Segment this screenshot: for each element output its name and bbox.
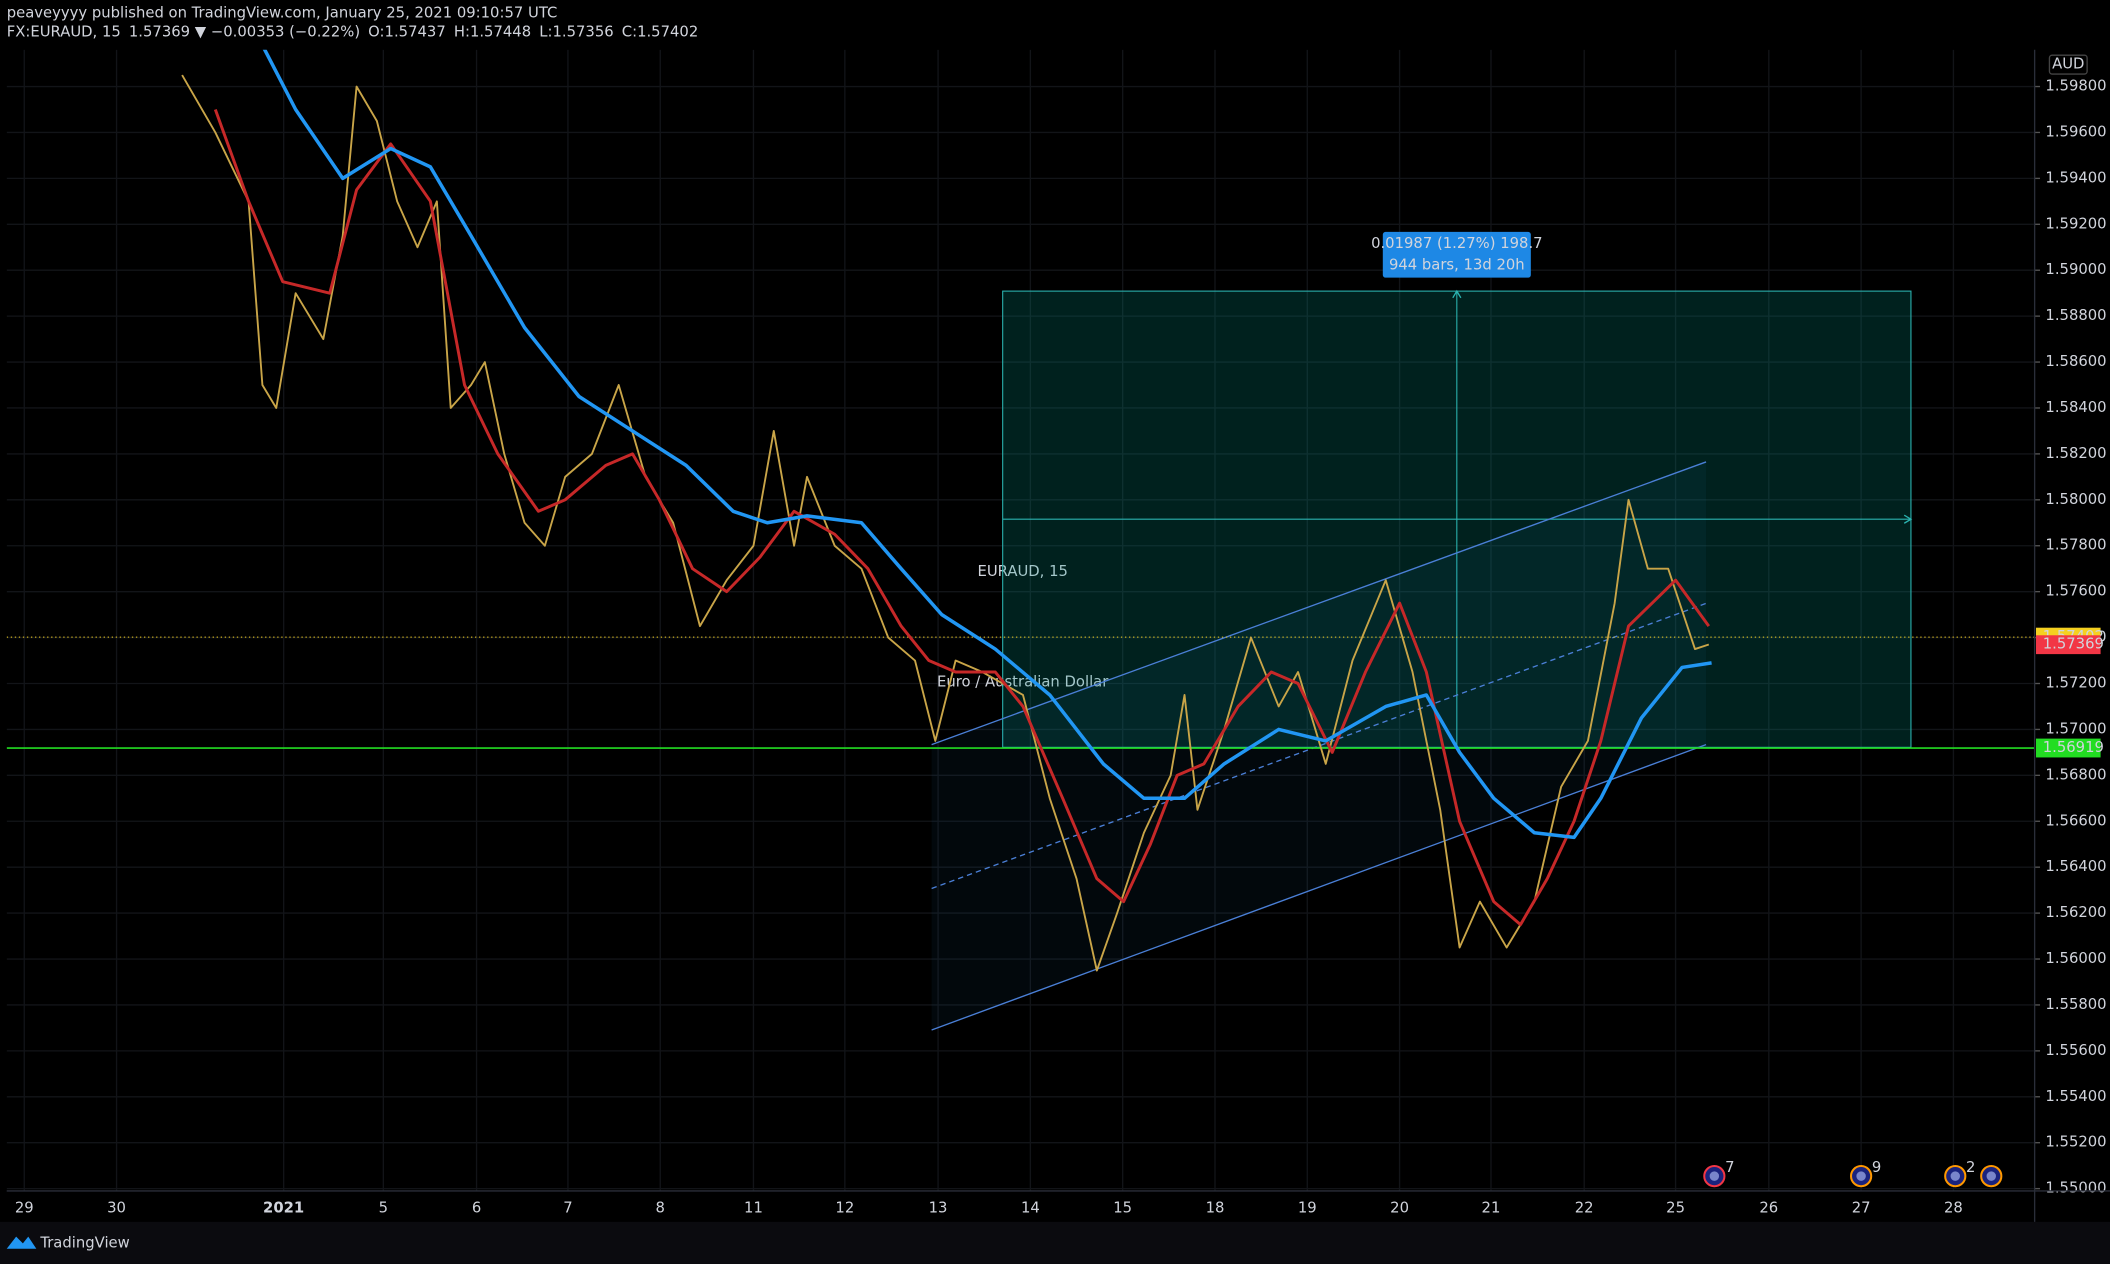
x-tick-label: 22: [1575, 1199, 1594, 1216]
x-tick-label: 8: [656, 1199, 665, 1216]
x-tick-label: 29: [15, 1199, 34, 1216]
channel-upper: [931, 461, 1707, 746]
event-dot: [1986, 1171, 1996, 1181]
y-tick-label: 1.58600: [2045, 353, 2106, 370]
ohlc-value: 1.57402: [637, 23, 698, 40]
event-count: 7: [1725, 1159, 1734, 1176]
measure-v-arrow: [1452, 289, 1462, 299]
ohlc-label: L:: [539, 23, 552, 40]
y-tick-label: 1.57600: [2045, 583, 2106, 600]
y-tick-label: 1.56800: [2045, 766, 2106, 783]
y-tick-label: 1.59000: [2045, 261, 2106, 278]
x-tick-label: 2021: [263, 1199, 304, 1216]
x-tick-label: 11: [744, 1199, 763, 1216]
currency-box: [2048, 54, 2088, 75]
y-tick-label: 1.56400: [2045, 858, 2106, 875]
y-tick-label: 1.58800: [2045, 307, 2106, 324]
x-tick-label: 20: [1390, 1199, 1409, 1216]
price-tag-label: 1.57369: [2043, 636, 2104, 653]
series-line: [262, 49, 1712, 840]
x-tick-label: 7: [563, 1199, 572, 1216]
y-tick-label: 1.55200: [2045, 1134, 2106, 1151]
x-tick-label: 19: [1298, 1199, 1317, 1216]
y-tick-label: 1.58000: [2045, 491, 2106, 508]
currency-label: AUD: [2052, 56, 2084, 73]
ohlc-label: C:: [622, 23, 637, 40]
y-tick-label: 1.56200: [2045, 904, 2106, 921]
x-tick-label: 5: [379, 1199, 388, 1216]
published-line: peaveyyyy published on TradingView.com, …: [7, 4, 558, 21]
watermark-title: EURAUD, 15: [977, 563, 1067, 580]
x-tick-label: 14: [1021, 1199, 1040, 1216]
price-tag-label: 1.56919: [2043, 739, 2104, 756]
measure-sublabel: 944 bars, 13d 20h: [1389, 257, 1525, 274]
y-tick-label: 1.56600: [2045, 812, 2106, 829]
y-tick-label: 1.55800: [2045, 996, 2106, 1013]
price-change: 1.57369 ▼ −0.00353 (−0.22%): [129, 23, 360, 40]
x-tick-label: 6: [472, 1199, 481, 1216]
ohlc-label: O:: [368, 23, 384, 40]
event-count: 2: [1966, 1159, 1975, 1176]
event-dot: [1709, 1171, 1720, 1181]
x-tick-label: 15: [1113, 1199, 1132, 1216]
x-tick-label: 30: [107, 1199, 126, 1216]
channel-lower: [931, 743, 1707, 1031]
logo-icon: [6, 1236, 37, 1249]
y-tick-label: 1.59200: [2045, 215, 2106, 232]
series-line: [213, 108, 1711, 927]
y-tick-label: 1.57000: [2045, 720, 2106, 737]
y-tick-label: 1.55000: [2045, 1180, 2106, 1197]
x-tick-label: 12: [835, 1199, 854, 1216]
y-tick-label: 1.55400: [2045, 1088, 2106, 1105]
y-tick-label: 1.59800: [2045, 78, 2106, 95]
x-tick-label: 13: [929, 1199, 948, 1216]
event-dot: [1856, 1171, 1866, 1181]
x-tick-label: 28: [1944, 1199, 1963, 1216]
x-tick-label: 21: [1482, 1199, 1501, 1216]
channel-middle: [931, 602, 1707, 890]
footer-brand[interactable]: TradingView: [39, 1234, 129, 1251]
plot: EURAUD, 15 Euro / Australian Dollar: [6, 49, 2035, 1191]
y-tick-label: 1.55600: [2045, 1042, 2106, 1059]
price-tag: [2035, 635, 2101, 655]
y-tick-label: 1.56000: [2045, 950, 2106, 967]
ohlc-value: 1.57448: [470, 23, 531, 40]
x-tick-label: 27: [1852, 1199, 1871, 1216]
symbol: FX:EURAUD, 15: [7, 23, 121, 40]
event-dot: [1950, 1171, 1960, 1181]
y-tick-label: 1.58400: [2045, 399, 2106, 416]
y-tick-label: 1.57200: [2045, 675, 2106, 692]
measure-h-arrow: [1903, 514, 1913, 524]
x-tick-label: 18: [1206, 1199, 1225, 1216]
ohlc-label: H:: [454, 23, 470, 40]
price-tag: [2035, 738, 2101, 758]
measure-label: 0.01987 (1.27%) 198.7: [1371, 235, 1543, 252]
series-line: [181, 74, 1710, 972]
footer-bar: [0, 1221, 2110, 1264]
x-tick-label: 25: [1666, 1199, 1685, 1216]
watermark-subtitle: Euro / Australian Dollar: [937, 673, 1109, 690]
ohlc-value: 1.57356: [552, 23, 613, 40]
y-tick-label: 1.59400: [2045, 169, 2106, 186]
measure-label-box: [1382, 231, 1531, 278]
y-tick-label: 1.59600: [2045, 123, 2106, 140]
y-tick-label: 1.58200: [2045, 445, 2106, 462]
y-tick-label: 1.57800: [2045, 537, 2106, 554]
ohlc-value: 1.57437: [385, 23, 446, 40]
event-count: 9: [1872, 1159, 1881, 1176]
x-tick-label: 26: [1759, 1199, 1778, 1216]
